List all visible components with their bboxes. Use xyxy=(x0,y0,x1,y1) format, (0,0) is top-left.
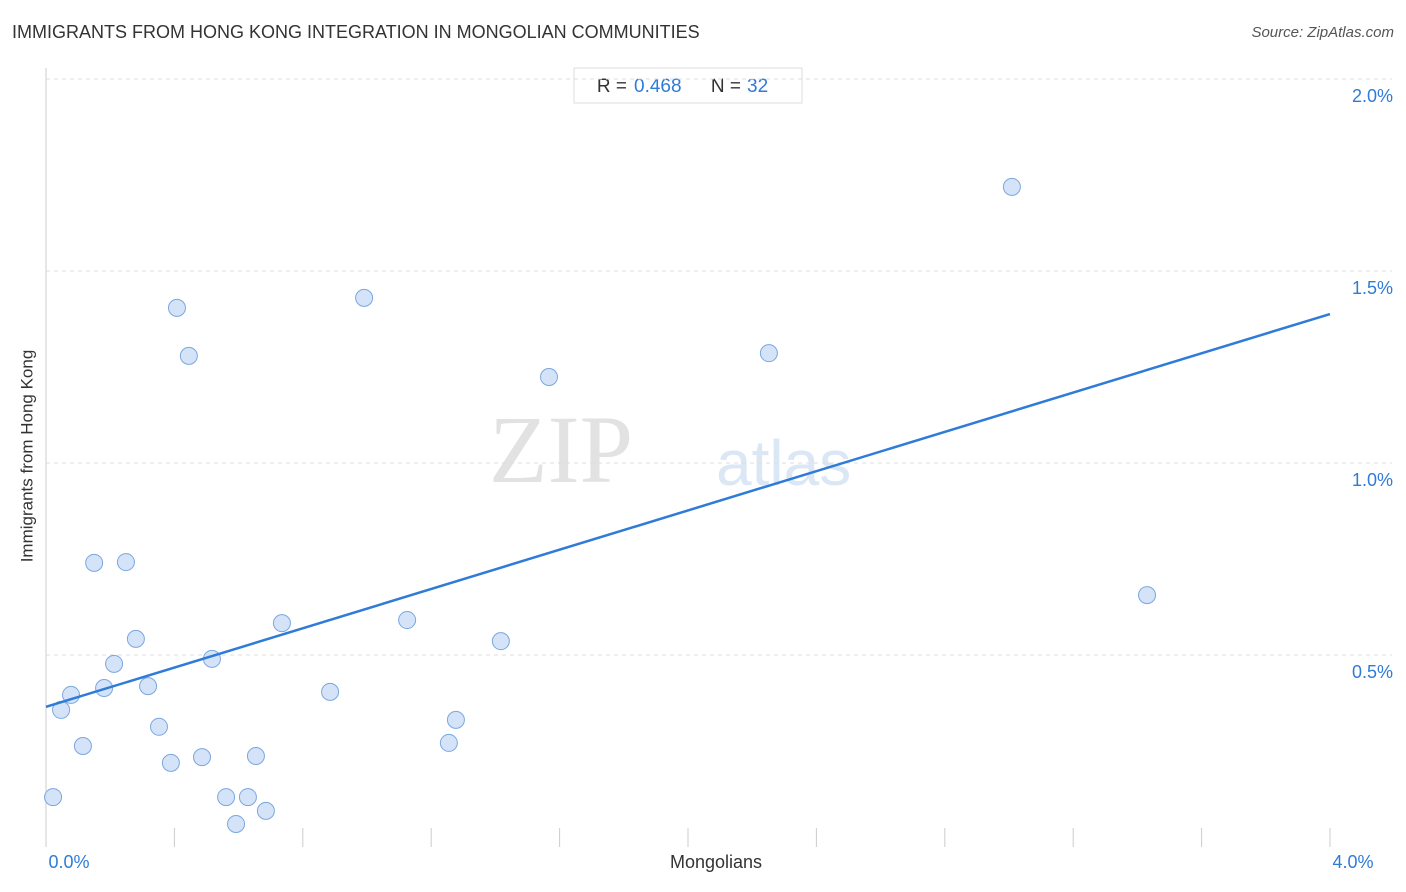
y-tick-label: 0.5% xyxy=(1352,662,1393,682)
point xyxy=(149,717,168,736)
y-axis-label: Immigrants from Hong Kong xyxy=(17,350,36,563)
y-tick-label: 1.0% xyxy=(1352,470,1393,490)
y-tick-label: 1.5% xyxy=(1352,278,1393,298)
point xyxy=(44,788,63,807)
point xyxy=(540,367,559,386)
point xyxy=(256,801,275,820)
point xyxy=(73,737,92,756)
point xyxy=(85,553,104,572)
x-tick-label: 0.0% xyxy=(48,852,89,872)
stats-box xyxy=(573,67,803,104)
point xyxy=(227,814,246,833)
point xyxy=(193,748,212,767)
point xyxy=(179,346,198,365)
r-label: R = xyxy=(597,76,627,97)
y-tick-label: 2.0% xyxy=(1352,86,1393,106)
n-value: 32 xyxy=(747,76,768,97)
point xyxy=(116,553,135,572)
x-tick-label: 4.0% xyxy=(1332,852,1373,872)
point xyxy=(105,654,124,673)
point xyxy=(161,753,180,772)
trend-line xyxy=(45,312,1331,709)
point xyxy=(439,733,458,752)
point xyxy=(355,288,374,307)
point xyxy=(759,344,778,363)
point xyxy=(167,298,186,317)
point xyxy=(1138,586,1157,605)
x-axis-label: Mongolians xyxy=(670,852,762,872)
point xyxy=(238,788,257,807)
point xyxy=(246,746,265,765)
point xyxy=(217,788,236,807)
n-label: N = xyxy=(711,76,741,97)
watermark: ZIP xyxy=(489,396,633,503)
point xyxy=(1002,177,1021,196)
chart-title: IMMIGRANTS FROM HONG KONG INTEGRATION IN… xyxy=(12,22,700,42)
point xyxy=(491,632,510,651)
r-value: 0.468 xyxy=(634,76,682,97)
point xyxy=(139,677,158,696)
point xyxy=(446,710,465,729)
point xyxy=(398,611,417,630)
point xyxy=(126,629,145,648)
source: Source: ZipAtlas.com xyxy=(1251,24,1394,41)
point xyxy=(321,682,340,701)
point xyxy=(272,614,291,633)
